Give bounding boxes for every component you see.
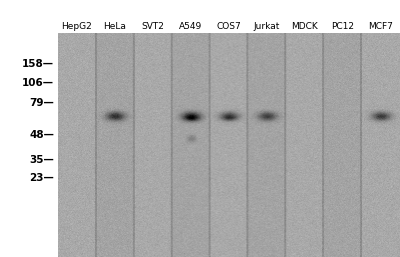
Text: COS7: COS7 (217, 22, 241, 31)
Text: MDCK: MDCK (292, 22, 318, 31)
Text: HeLa: HeLa (104, 22, 126, 31)
Text: HepG2: HepG2 (62, 22, 92, 31)
Text: SVT2: SVT2 (142, 22, 164, 31)
Text: 106—: 106— (22, 78, 54, 88)
Text: 35—: 35— (29, 155, 54, 165)
Text: 79—: 79— (29, 98, 54, 108)
Text: PC12: PC12 (332, 22, 354, 31)
Text: Jurkat: Jurkat (254, 22, 280, 31)
Text: A549: A549 (179, 22, 203, 31)
Text: 158—: 158— (22, 59, 54, 69)
Text: MCF7: MCF7 (368, 22, 394, 31)
Text: 48—: 48— (29, 130, 54, 140)
Text: 23—: 23— (29, 173, 54, 183)
